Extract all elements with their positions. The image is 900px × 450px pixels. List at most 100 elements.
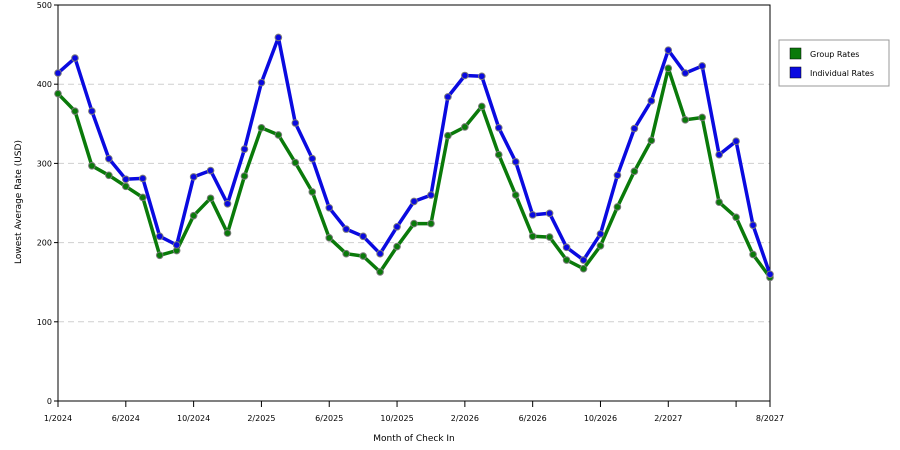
data-point [206,166,215,175]
y-tick-label: 0 [47,397,52,406]
x-tick-label: 6/2024 [112,414,140,423]
data-point [545,209,554,218]
data-point [613,171,622,180]
data-point [138,174,147,183]
data-point [647,136,656,145]
legend: Group Rates Individual Rates [778,39,890,87]
x-axis-title: Month of Check In [373,434,455,444]
data-point [494,123,503,132]
data-point [88,161,96,170]
data-point [342,225,350,233]
x-axis-ticks: 1/2024 6/2024 10/2024 2/2025 6/2025 10/2025 2/… [44,401,784,423]
data-point [545,233,554,241]
x-tick-label: 2/2026 [451,414,479,423]
data-point [630,124,639,133]
data-point [325,234,334,242]
data-point [393,242,401,251]
series-line-0 [56,66,772,279]
data-point [732,213,740,222]
data-point [393,222,401,231]
data-point [749,250,757,259]
plot-frame [57,4,771,402]
data-point [664,46,673,54]
data-point [698,62,706,70]
data-point [528,211,537,219]
data-point [223,199,232,208]
data-point [664,64,673,73]
data-point [596,241,605,250]
data-point [308,188,317,196]
data-point [240,172,249,180]
data-point [511,158,520,166]
y-tick-label: 100 [37,318,52,327]
y-tick-label: 200 [37,239,52,248]
x-tick-label: 10/2025 [380,414,413,423]
data-point [257,78,266,87]
data-point [189,211,198,220]
data-point [427,219,435,228]
data-point [376,249,384,258]
x-tick-label: 10/2024 [177,414,210,423]
legend-label-group-rates: Group Rates [810,50,859,59]
data-point [291,158,300,167]
data-point [528,232,537,241]
data-point [54,89,62,98]
legend-box [778,39,890,87]
data-point [511,191,520,199]
data-point [562,256,571,264]
data-point [494,150,503,159]
legend-swatch-group-rates [789,47,802,60]
data-point [71,107,79,115]
data-point [105,171,113,180]
data-point [478,72,486,81]
data-point [410,219,418,228]
data-point [681,116,690,124]
y-axis-title: Lowest Average Rate (USD) [14,140,24,264]
legend-swatch-individual-rates [789,66,802,79]
data-point [410,197,418,206]
data-point [681,69,690,77]
data-point [257,123,266,132]
data-point [308,154,317,163]
data-point [359,252,367,260]
data-point [54,69,62,77]
data-point [189,173,198,181]
data-point [122,182,130,191]
x-tick-label: 2/2025 [247,414,275,423]
x-tick-label: 1/2024 [44,414,72,423]
data-point [461,123,469,131]
data-point [579,256,588,264]
data-point [596,230,605,238]
data-point [562,243,571,252]
x-tick-label: 10/2026 [584,414,617,423]
data-point [749,221,757,229]
y-tick-label: 400 [37,80,52,89]
data-point [122,175,130,184]
data-point [274,131,283,139]
data-point [647,97,656,105]
data-point [715,198,723,207]
data-point [342,249,350,258]
data-point [444,93,452,101]
data-point [715,150,723,159]
y-axis-ticks: 0 100 200 300 400 500 [37,1,58,406]
data-point [291,119,300,127]
data-point [155,232,164,241]
data-point [461,71,469,80]
data-point [630,167,639,176]
x-tick-label: 8/2027 [756,414,784,423]
data-point [274,33,283,42]
data-point [105,154,113,163]
data-point [766,270,774,279]
x-tick-label: 2/2027 [654,414,682,423]
y-tick-label: 300 [37,159,52,168]
data-point [88,107,96,115]
data-point [71,54,79,62]
data-point [613,203,622,211]
data-point [698,113,706,122]
data-point [444,131,452,140]
x-tick-label: 6/2026 [519,414,547,423]
data-point [359,232,367,241]
data-point [732,137,740,146]
data-point [427,191,435,199]
